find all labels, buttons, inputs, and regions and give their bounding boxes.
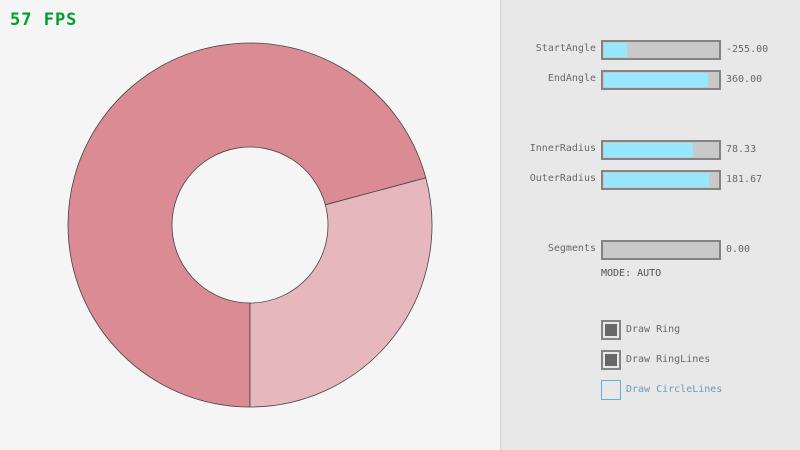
checkbox-box[interactable] bbox=[601, 350, 621, 370]
ring-canvas bbox=[67, 42, 433, 408]
checkbox-box[interactable] bbox=[601, 380, 621, 400]
slider-segments[interactable]: Segments 0.00 bbox=[501, 240, 800, 260]
slider-value: 360.00 bbox=[726, 74, 763, 85]
ring-segment-overlap bbox=[67, 42, 427, 408]
mode-label: MODE: AUTO bbox=[601, 268, 662, 279]
slider-inner-radius[interactable]: InnerRadius 78.33 bbox=[501, 140, 800, 160]
slider-outer-radius[interactable]: OuterRadius 181.67 bbox=[501, 170, 800, 190]
slider-start-angle[interactable]: StartAngle -255.00 bbox=[501, 40, 800, 60]
slider-end-angle[interactable]: EndAngle 360.00 bbox=[501, 70, 800, 90]
ring-segment bbox=[249, 177, 433, 408]
slider-label: InnerRadius bbox=[529, 143, 596, 154]
slider-label: OuterRadius bbox=[529, 173, 596, 184]
slider-track[interactable] bbox=[601, 70, 721, 90]
slider-label: EndAngle bbox=[547, 73, 596, 84]
slider-fill bbox=[604, 73, 708, 87]
slider-track[interactable] bbox=[601, 40, 721, 60]
slider-fill bbox=[604, 143, 693, 157]
checkbox-label: Draw CircleLines bbox=[626, 384, 723, 395]
control-panel: StartAngle -255.00 EndAngle 360.00 Inner… bbox=[500, 0, 800, 450]
checkbox-box[interactable] bbox=[601, 320, 621, 340]
checkbox-draw-circlelines[interactable]: Draw CircleLines bbox=[601, 380, 800, 400]
checkbox-label: Draw Ring bbox=[626, 324, 681, 335]
checkbox-draw-ringlines[interactable]: Draw RingLines bbox=[601, 350, 800, 370]
slider-label: Segments bbox=[547, 243, 596, 254]
slider-track[interactable] bbox=[601, 170, 721, 190]
slider-value: -255.00 bbox=[726, 44, 769, 55]
slider-fill bbox=[604, 173, 709, 187]
slider-value: 0.00 bbox=[726, 244, 751, 255]
checkbox-draw-ring[interactable]: Draw Ring bbox=[601, 320, 800, 340]
fps-counter: 57 FPS bbox=[10, 10, 78, 30]
checkbox-label: Draw RingLines bbox=[626, 354, 711, 365]
slider-track[interactable] bbox=[601, 240, 721, 260]
slider-value: 78.33 bbox=[726, 144, 757, 155]
slider-fill bbox=[604, 43, 627, 57]
slider-label: StartAngle bbox=[535, 43, 596, 54]
slider-value: 181.67 bbox=[726, 174, 763, 185]
slider-track[interactable] bbox=[601, 140, 721, 160]
